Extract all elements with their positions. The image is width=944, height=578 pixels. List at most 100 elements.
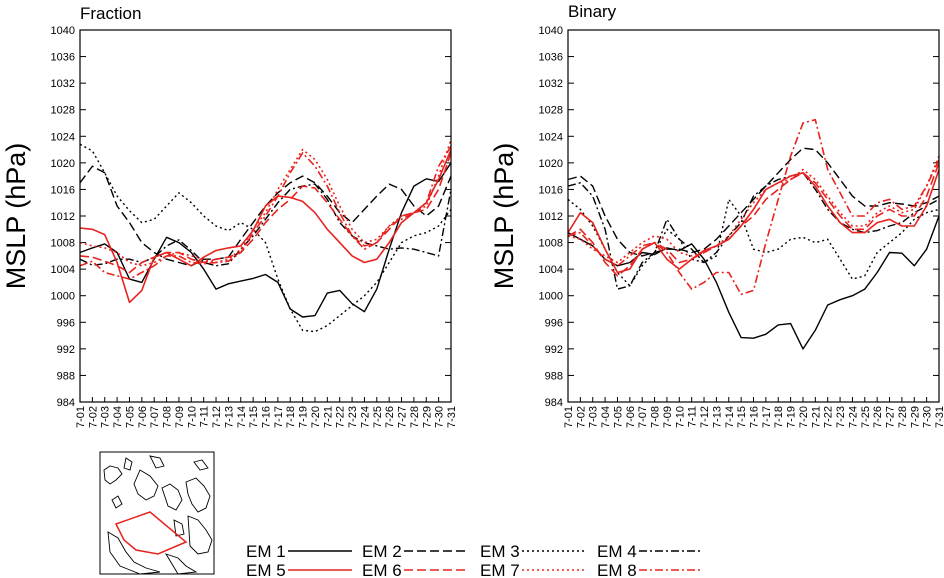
x-tick-label: 7-21: [322, 406, 334, 428]
y-tick-label: 1008: [539, 238, 563, 250]
series-line-em-8: [567, 118, 940, 296]
y-tick-label: 1036: [51, 52, 75, 64]
series-line-em-8: [79, 145, 452, 280]
x-tick-label: 7-18: [285, 406, 297, 428]
legend-item: EM 7: [480, 561, 586, 578]
legend-label: EM 8: [597, 561, 637, 578]
y-tick-label: 988: [545, 370, 563, 382]
x-tick-label: 7-29: [421, 406, 433, 428]
x-tick-label: 7-24: [847, 406, 859, 428]
legend-item: EM 8: [597, 561, 703, 578]
y-tick-label: 1032: [539, 78, 563, 90]
y-tick-label: 1024: [539, 131, 563, 143]
x-tick-label: 7-03: [588, 406, 600, 428]
domain-map: [99, 451, 215, 575]
x-tick-label: 7-18: [773, 406, 785, 428]
x-tick-label: 7-30: [922, 406, 934, 428]
x-tick-label: 7-11: [199, 406, 211, 427]
y-tick-label: 996: [57, 317, 75, 329]
x-tick-label: 7-04: [600, 406, 612, 428]
legend-item: EM 3: [480, 542, 586, 561]
x-tick-label: 7-26: [384, 406, 396, 428]
x-tick-label: 7-26: [872, 406, 884, 428]
x-tick-label: 7-25: [860, 406, 872, 428]
legend-item: EM 6: [362, 561, 468, 578]
y-tick-label: 1000: [539, 291, 563, 303]
x-tick-label: 7-20: [798, 406, 810, 428]
x-tick-label: 7-29: [909, 406, 921, 428]
x-tick-label: 7-15: [736, 406, 748, 428]
region-outline: [114, 511, 188, 555]
y-tick-label: 1028: [539, 105, 563, 117]
x-tick-label: 7-23: [347, 406, 359, 428]
legend-item: EM 2: [362, 542, 468, 561]
x-tick-label: 7-22: [823, 406, 835, 428]
series-line-em-1: [567, 215, 940, 350]
x-tick-label: 7-10: [674, 406, 686, 428]
series-line-em-5: [79, 149, 452, 304]
x-tick-label: 7-13: [711, 406, 723, 428]
panel-title: Binary: [568, 2, 617, 21]
x-tick-label: 7-06: [137, 406, 149, 428]
panel-fraction: Fraction MSLP (hPa) 984 988 992 996 1000 1004 10…: [1, 4, 458, 428]
y-tick-label: 988: [57, 370, 75, 382]
x-tick-label: 7-14: [724, 406, 736, 428]
x-tick-label: 7-12: [211, 406, 223, 428]
x-tick-label: 7-08: [650, 406, 662, 428]
series-line-em-6: [567, 162, 940, 277]
y-tick-label: 1036: [539, 52, 563, 64]
series-line-em-7: [79, 139, 452, 267]
x-tick-label: 7-04: [112, 406, 124, 428]
y-tick-label: 1016: [539, 184, 563, 196]
plot-frame: [567, 29, 940, 403]
x-tick-label: 7-14: [236, 406, 248, 428]
y-tick-label: 992: [57, 344, 75, 356]
y-tick-label: 992: [545, 344, 563, 356]
legend-label: EM 3: [480, 542, 520, 561]
series-line-em-6: [79, 152, 452, 274]
y-tick-label: 996: [545, 317, 563, 329]
x-tick-label: 7-30: [434, 406, 446, 428]
x-tick-label: 7-22: [335, 406, 347, 428]
x-tick-label: 7-01: [75, 406, 87, 428]
x-tick-label: 7-24: [359, 406, 371, 428]
x-tick-label: 7-09: [662, 406, 674, 428]
series-line-em-5: [567, 169, 940, 274]
y-tick-label: 1012: [51, 211, 75, 223]
x-tick-label: 7-23: [835, 406, 847, 428]
legend-item: EM 5: [246, 561, 352, 578]
x-tick-label: 7-05: [124, 406, 136, 428]
x-tick-label: 7-28: [897, 406, 909, 428]
x-tick-label: 7-05: [612, 406, 624, 428]
x-tick-label: 7-31: [934, 406, 944, 428]
y-axis-label: MSLP (hPa): [1, 143, 31, 290]
x-tick-label: 7-31: [446, 406, 458, 428]
coastline-shapes: [103, 455, 213, 575]
x-tick-label: 7-21: [810, 406, 822, 428]
series-line-em-1: [79, 162, 452, 318]
legend-label: EM 6: [362, 561, 402, 578]
x-tick-label: 7-17: [761, 406, 773, 428]
x-tick-label: 7-25: [372, 406, 384, 428]
x-tick-label: 7-17: [273, 406, 285, 428]
panel-title: Fraction: [80, 4, 141, 23]
x-tick-label: 7-11: [687, 406, 699, 427]
legend-label: EM 1: [246, 542, 286, 561]
y-tick-label: 1004: [539, 264, 563, 276]
x-tick-label: 7-02: [575, 406, 587, 428]
x-tick-label: 7-06: [625, 406, 637, 428]
legend: EM 1 EM 2 EM 3 EM 4 EM 5 EM 6 EM 7 EM 8: [246, 542, 703, 578]
y-tick-label: 1012: [539, 211, 563, 223]
x-tick-label: 7-27: [885, 406, 897, 428]
series-line-em-4: [567, 172, 940, 290]
x-tick-label: 7-15: [248, 406, 260, 428]
y-tick-label: 1032: [51, 78, 75, 90]
legend-label: EM 5: [246, 561, 286, 578]
x-tick-label: 7-02: [87, 406, 99, 428]
y-tick-label: 1040: [539, 25, 563, 37]
legend-item: EM 4: [597, 542, 703, 561]
x-tick-label: 7-13: [223, 406, 235, 428]
panel-binary: Binary MSLP (hPa) 984 988 992 996 1000 1004 1008…: [489, 2, 944, 428]
x-tick-label: 7-27: [397, 406, 409, 428]
